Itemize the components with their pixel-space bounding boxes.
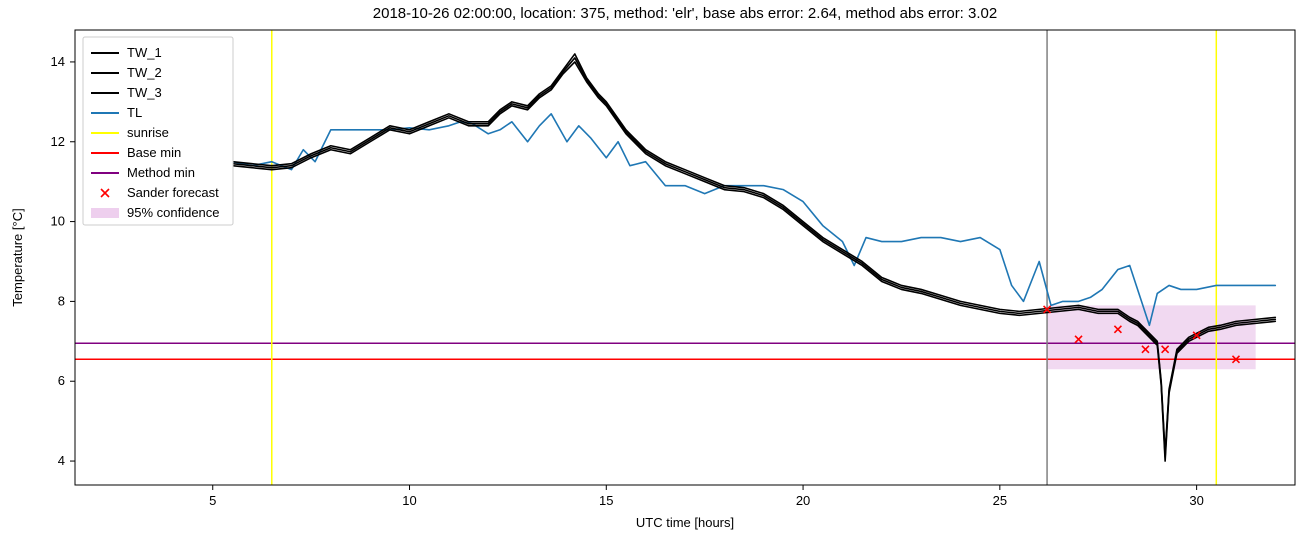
y-tick-label: 4	[58, 453, 65, 468]
y-axis-label: Temperature [°C]	[10, 208, 25, 306]
legend-label: TW_3	[127, 85, 162, 100]
legend-label: Method min	[127, 165, 195, 180]
temperature-chart: 2018-10-26 02:00:00, location: 375, meth…	[0, 0, 1310, 547]
legend-label: TL	[127, 105, 142, 120]
x-tick-label: 15	[599, 493, 613, 508]
chart-title: 2018-10-26 02:00:00, location: 375, meth…	[373, 5, 997, 22]
plot-border	[75, 30, 1295, 485]
legend-label: TW_1	[127, 45, 162, 60]
legend-label: TW_2	[127, 65, 162, 80]
x-tick-label: 30	[1189, 493, 1203, 508]
y-tick-label: 6	[58, 373, 65, 388]
legend-label: 95% confidence	[127, 205, 220, 220]
legend: TW_1 TW_2 TW_3 TL sunrise Base min Method min S…	[83, 37, 233, 225]
x-tick-label: 10	[402, 493, 416, 508]
y-tick-label: 10	[51, 214, 65, 229]
y-tick-label: 12	[51, 134, 65, 149]
x-tick-label: 20	[796, 493, 810, 508]
legend-label: Base min	[127, 145, 181, 160]
chart-container: 2018-10-26 02:00:00, location: 375, meth…	[0, 0, 1310, 547]
plot-area	[75, 30, 1295, 485]
x-tick-label: 25	[993, 493, 1007, 508]
legend-label: sunrise	[127, 125, 169, 140]
x-axis-label: UTC time [hours]	[636, 515, 734, 530]
legend-label: Sander forecast	[127, 185, 219, 200]
legend-swatch	[91, 208, 119, 218]
x-tick-label: 5	[209, 493, 216, 508]
y-tick-label: 14	[51, 54, 65, 69]
y-tick-label: 8	[58, 293, 65, 308]
